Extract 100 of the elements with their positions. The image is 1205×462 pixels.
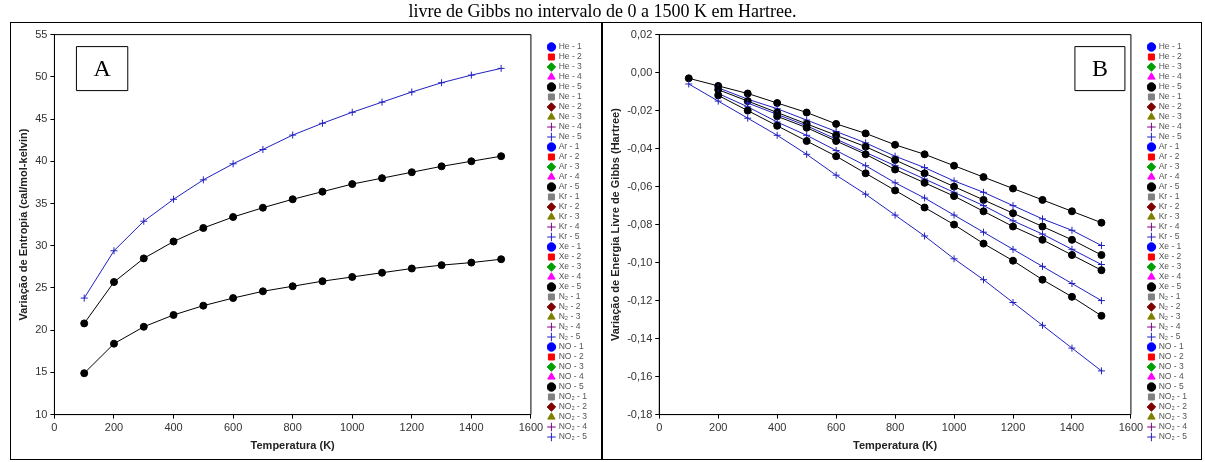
legend-label: Xe - 5 <box>558 281 582 292</box>
legend-label: Ar - 2 <box>558 151 580 162</box>
legend-label: NO₂ - 1 <box>1158 391 1188 402</box>
y-tick-label: -0,02 <box>627 103 653 116</box>
x-tick-label: 200 <box>709 421 728 434</box>
y-tick-label: -0,10 <box>627 255 653 268</box>
x-tick-label: 1600 <box>518 421 544 434</box>
legend-label: NO₂ - 4 <box>1158 421 1188 432</box>
legend-label: N₂ - 3 <box>1158 311 1181 322</box>
legend-label: Xe - 5 <box>1158 281 1182 292</box>
legend-label: He - 1 <box>1158 41 1183 52</box>
legend-label: Ne - 2 <box>1158 101 1183 112</box>
legend-label: Ar - 5 <box>1158 181 1180 192</box>
legend-label: Ne - 1 <box>558 91 583 102</box>
legend-label: NO₂ - 3 <box>558 411 588 422</box>
x-tick-label: 400 <box>768 421 787 434</box>
legend-label: NO₂ - 4 <box>558 421 588 432</box>
legend-label: Kr - 3 <box>558 211 580 222</box>
annotation: B <box>1091 54 1108 81</box>
legend-label: Xe - 3 <box>558 261 582 272</box>
legend-label: NO - 2 <box>1158 351 1184 362</box>
legend-label: NO₂ - 2 <box>1158 401 1188 412</box>
legend-label: Ne - 3 <box>1158 111 1183 122</box>
legend-label: Ar - 4 <box>558 171 580 182</box>
y-axis-title: Variação de Entropia (cal/mol-kelvin) <box>16 128 29 321</box>
y-tick-label: -0,08 <box>627 217 653 230</box>
y-tick-label: 0,00 <box>630 65 653 78</box>
legend-label: Xe - 1 <box>558 241 582 252</box>
legend-label: NO₂ - 1 <box>558 391 588 402</box>
legend-label: He - 1 <box>558 41 583 52</box>
legend-label: NO - 5 <box>1158 381 1184 392</box>
legend-label: He - 5 <box>1158 81 1183 92</box>
x-tick-label: 800 <box>283 421 302 434</box>
legend-label: Kr - 5 <box>1158 231 1180 242</box>
x-tick-label: 200 <box>104 421 124 434</box>
legend-label: NO - 5 <box>558 381 584 392</box>
legend-label: NO - 4 <box>558 371 584 382</box>
legend-label: He - 3 <box>558 61 583 72</box>
legend-label: Xe - 3 <box>1158 261 1182 272</box>
legend-label: Xe - 2 <box>1158 251 1182 262</box>
legend-label: He - 3 <box>1158 61 1183 72</box>
legend-label: NO - 3 <box>1158 361 1184 372</box>
legend-label: N₂ - 1 <box>558 291 581 302</box>
legend-label: Kr - 2 <box>558 201 580 212</box>
legend-label: Xe - 4 <box>1158 271 1182 282</box>
legend-label: N₂ - 1 <box>1158 291 1181 302</box>
legend-label: NO - 2 <box>558 351 584 362</box>
y-tick-label: 40 <box>35 154 48 167</box>
y-tick-label: 0,02 <box>630 27 653 40</box>
y-tick-label: -0,06 <box>627 179 653 192</box>
text: livre de Gibbs no intervalo de 0 a 1500 K em Hartree. <box>407 0 798 22</box>
legend-label: N₂ - 4 <box>1158 321 1181 332</box>
y-tick-label: -0,14 <box>627 331 653 344</box>
legend-label: Kr - 5 <box>558 231 580 242</box>
legend-label: Kr - 1 <box>558 191 580 202</box>
legend-label: NO₂ - 5 <box>558 431 588 442</box>
legend-label: Ne - 3 <box>558 111 583 122</box>
legend-label: Ar - 2 <box>1158 151 1180 162</box>
x-tick-label: 0 <box>51 421 58 434</box>
x-tick-label: 0 <box>656 421 663 434</box>
x-tick-label: 1600 <box>1118 421 1144 434</box>
legend-label: Kr - 4 <box>558 221 580 232</box>
x-tick-label: 1200 <box>399 421 425 434</box>
legend-label: Ne - 4 <box>1158 121 1183 132</box>
legend-label: Ar - 5 <box>558 181 580 192</box>
legend-label: N₂ - 2 <box>1158 301 1181 312</box>
legend-label: Kr - 1 <box>1158 191 1180 202</box>
legend-label: N₂ - 2 <box>558 301 581 312</box>
x-tick-label: 600 <box>223 421 243 434</box>
legend-label: NO - 4 <box>1158 371 1184 382</box>
legend-label: NO - 1 <box>1158 341 1184 352</box>
legend-label: He - 5 <box>558 81 583 92</box>
x-tick-label: 1000 <box>340 421 365 434</box>
x-axis-title: Temperatura (K) <box>853 439 938 452</box>
legend-label: N₂ - 3 <box>558 311 581 322</box>
y-tick-label: 10 <box>35 407 48 420</box>
legend-label: Kr - 3 <box>1158 211 1180 222</box>
y-tick-label: 55 <box>35 27 48 40</box>
legend-label: Kr - 4 <box>1158 221 1180 232</box>
legend-label: Ne - 2 <box>558 101 583 112</box>
legend-label: NO₂ - 3 <box>1158 411 1188 422</box>
legend-label: Ar - 1 <box>1158 141 1180 152</box>
y-tick-label: 30 <box>35 238 48 251</box>
legend-label: Ne - 1 <box>1158 91 1183 102</box>
legend-label: N₂ - 4 <box>558 321 581 332</box>
y-tick-label: 45 <box>35 112 48 125</box>
x-axis-title: Temperatura (K) <box>250 439 336 452</box>
x-tick-label: 1000 <box>941 421 967 434</box>
y-tick-label: 50 <box>35 69 48 82</box>
legend-label: Ar - 3 <box>558 161 580 172</box>
legend-label: Kr - 2 <box>1158 201 1180 212</box>
legend-label: He - 4 <box>1158 71 1183 82</box>
y-tick-label: -0,16 <box>627 369 653 382</box>
legend-label: NO - 3 <box>558 361 584 372</box>
y-tick-label: -0,04 <box>627 141 653 154</box>
x-tick-label: 600 <box>826 421 846 434</box>
legend-label: NO - 1 <box>558 341 584 352</box>
y-tick-label: 35 <box>35 196 48 209</box>
legend-label: N₂ - 5 <box>558 331 581 342</box>
legend-label: Ar - 1 <box>558 141 580 152</box>
